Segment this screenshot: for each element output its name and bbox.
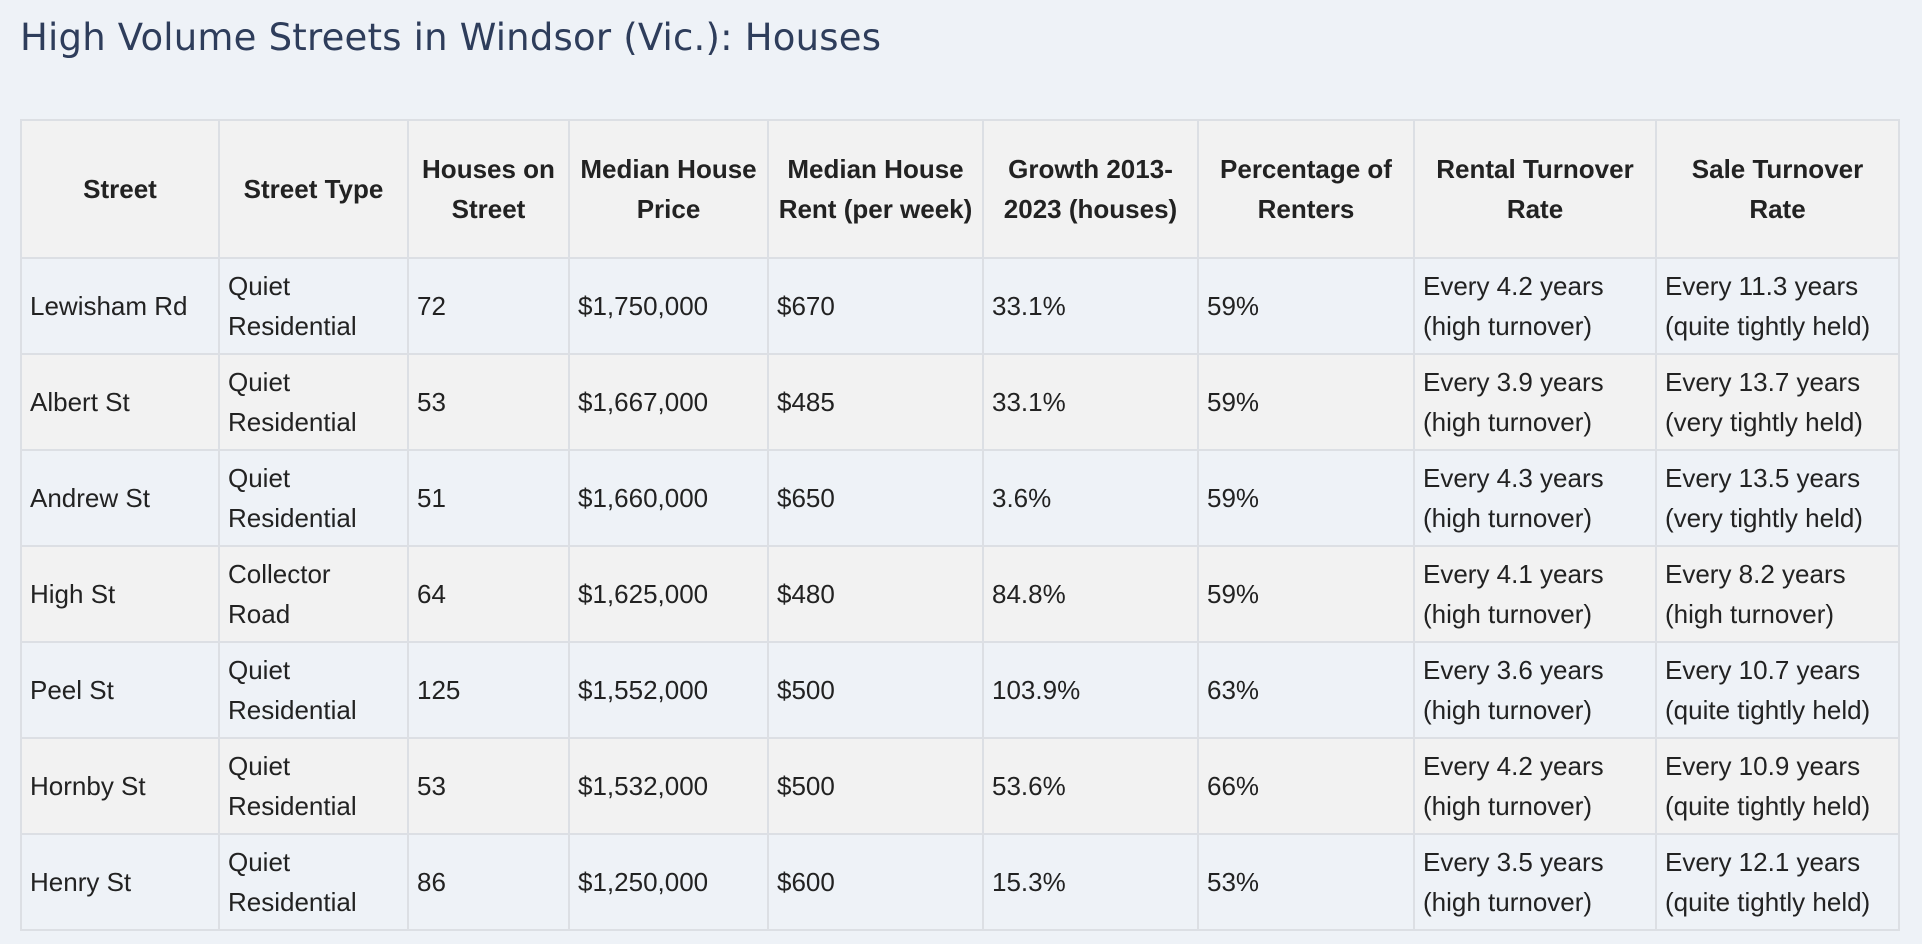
cell-median-house-price: $1,532,000 bbox=[568, 737, 769, 835]
cell-median-house-rent: $500 bbox=[767, 737, 984, 835]
cell-street-type: Quiet Residential bbox=[218, 353, 409, 451]
column-header-street: Street bbox=[20, 119, 220, 259]
cell-rental-turnover-rate: Every 4.2 years (high turnover) bbox=[1413, 737, 1657, 835]
table-row: Henry St Quiet Residential 86 $1,250,000… bbox=[20, 833, 1900, 931]
cell-growth: 53.6% bbox=[982, 737, 1199, 835]
cell-street-type: Quiet Residential bbox=[218, 641, 409, 739]
cell-growth: 15.3% bbox=[982, 833, 1199, 931]
cell-sale-turnover-rate: Every 12.1 years (quite tightly held) bbox=[1655, 833, 1900, 931]
column-header-median-house-rent: Median House Rent (per week) bbox=[767, 119, 984, 259]
cell-median-house-rent: $600 bbox=[767, 833, 984, 931]
table-row: Peel St Quiet Residential 125 $1,552,000… bbox=[20, 641, 1900, 739]
streets-table: Street Street Type Houses on Street Medi… bbox=[20, 119, 1900, 931]
cell-median-house-rent: $485 bbox=[767, 353, 984, 451]
cell-street-type: Collector Road bbox=[218, 545, 409, 643]
cell-median-house-rent: $480 bbox=[767, 545, 984, 643]
cell-growth: 33.1% bbox=[982, 353, 1199, 451]
cell-rental-turnover-rate: Every 3.9 years (high turnover) bbox=[1413, 353, 1657, 451]
cell-median-house-rent: $650 bbox=[767, 449, 984, 547]
cell-houses-on-street: 64 bbox=[407, 545, 570, 643]
cell-median-house-price: $1,750,000 bbox=[568, 257, 769, 355]
cell-median-house-price: $1,660,000 bbox=[568, 449, 769, 547]
cell-percentage-of-renters: 63% bbox=[1197, 641, 1415, 739]
cell-rental-turnover-rate: Every 4.1 years (high turnover) bbox=[1413, 545, 1657, 643]
cell-sale-turnover-rate: Every 8.2 years (high turnover) bbox=[1655, 545, 1900, 643]
cell-street-type: Quiet Residential bbox=[218, 449, 409, 547]
cell-street: Andrew St bbox=[20, 449, 220, 547]
cell-houses-on-street: 53 bbox=[407, 353, 570, 451]
cell-sale-turnover-rate: Every 13.7 years (very tightly held) bbox=[1655, 353, 1900, 451]
column-header-percentage-of-renters: Percentage of Renters bbox=[1197, 119, 1415, 259]
cell-street-type: Quiet Residential bbox=[218, 257, 409, 355]
cell-percentage-of-renters: 59% bbox=[1197, 353, 1415, 451]
column-header-street-type: Street Type bbox=[218, 119, 409, 259]
cell-percentage-of-renters: 59% bbox=[1197, 449, 1415, 547]
table-body: Lewisham Rd Quiet Residential 72 $1,750,… bbox=[20, 257, 1900, 931]
cell-percentage-of-renters: 53% bbox=[1197, 833, 1415, 931]
cell-street: Peel St bbox=[20, 641, 220, 739]
cell-rental-turnover-rate: Every 4.3 years (high turnover) bbox=[1413, 449, 1657, 547]
column-header-growth: Growth 2013-2023 (houses) bbox=[982, 119, 1199, 259]
cell-median-house-price: $1,552,000 bbox=[568, 641, 769, 739]
cell-percentage-of-renters: 66% bbox=[1197, 737, 1415, 835]
table-header: Street Street Type Houses on Street Medi… bbox=[20, 119, 1900, 259]
column-header-median-house-price: Median House Price bbox=[568, 119, 769, 259]
cell-rental-turnover-rate: Every 4.2 years (high turnover) bbox=[1413, 257, 1657, 355]
cell-street: Lewisham Rd bbox=[20, 257, 220, 355]
cell-houses-on-street: 51 bbox=[407, 449, 570, 547]
cell-growth: 3.6% bbox=[982, 449, 1199, 547]
cell-rental-turnover-rate: Every 3.5 years (high turnover) bbox=[1413, 833, 1657, 931]
cell-growth: 84.8% bbox=[982, 545, 1199, 643]
table-row: Hornby St Quiet Residential 53 $1,532,00… bbox=[20, 737, 1900, 835]
cell-street: Henry St bbox=[20, 833, 220, 931]
cell-sale-turnover-rate: Every 10.9 years (quite tightly held) bbox=[1655, 737, 1900, 835]
column-header-sale-turnover-rate: Sale Turnover Rate bbox=[1655, 119, 1900, 259]
table-row: High St Collector Road 64 $1,625,000 $48… bbox=[20, 545, 1900, 643]
header-row: Street Street Type Houses on Street Medi… bbox=[20, 119, 1900, 259]
table-row: Lewisham Rd Quiet Residential 72 $1,750,… bbox=[20, 257, 1900, 355]
cell-houses-on-street: 125 bbox=[407, 641, 570, 739]
cell-percentage-of-renters: 59% bbox=[1197, 545, 1415, 643]
page-title: High Volume Streets in Windsor (Vic.): H… bbox=[20, 16, 882, 59]
cell-houses-on-street: 86 bbox=[407, 833, 570, 931]
cell-houses-on-street: 72 bbox=[407, 257, 570, 355]
cell-median-house-rent: $500 bbox=[767, 641, 984, 739]
cell-median-house-rent: $670 bbox=[767, 257, 984, 355]
column-header-houses-on-street: Houses on Street bbox=[407, 119, 570, 259]
cell-percentage-of-renters: 59% bbox=[1197, 257, 1415, 355]
cell-growth: 33.1% bbox=[982, 257, 1199, 355]
table-row: Andrew St Quiet Residential 51 $1,660,00… bbox=[20, 449, 1900, 547]
column-header-rental-turnover-rate: Rental Turnover Rate bbox=[1413, 119, 1657, 259]
table-row: Albert St Quiet Residential 53 $1,667,00… bbox=[20, 353, 1900, 451]
cell-median-house-price: $1,250,000 bbox=[568, 833, 769, 931]
cell-sale-turnover-rate: Every 11.3 years (quite tightly held) bbox=[1655, 257, 1900, 355]
cell-growth: 103.9% bbox=[982, 641, 1199, 739]
cell-rental-turnover-rate: Every 3.6 years (high turnover) bbox=[1413, 641, 1657, 739]
cell-street-type: Quiet Residential bbox=[218, 737, 409, 835]
cell-street-type: Quiet Residential bbox=[218, 833, 409, 931]
cell-sale-turnover-rate: Every 10.7 years (quite tightly held) bbox=[1655, 641, 1900, 739]
cell-sale-turnover-rate: Every 13.5 years (very tightly held) bbox=[1655, 449, 1900, 547]
cell-houses-on-street: 53 bbox=[407, 737, 570, 835]
cell-median-house-price: $1,667,000 bbox=[568, 353, 769, 451]
cell-median-house-price: $1,625,000 bbox=[568, 545, 769, 643]
cell-street: Albert St bbox=[20, 353, 220, 451]
cell-street: High St bbox=[20, 545, 220, 643]
cell-street: Hornby St bbox=[20, 737, 220, 835]
